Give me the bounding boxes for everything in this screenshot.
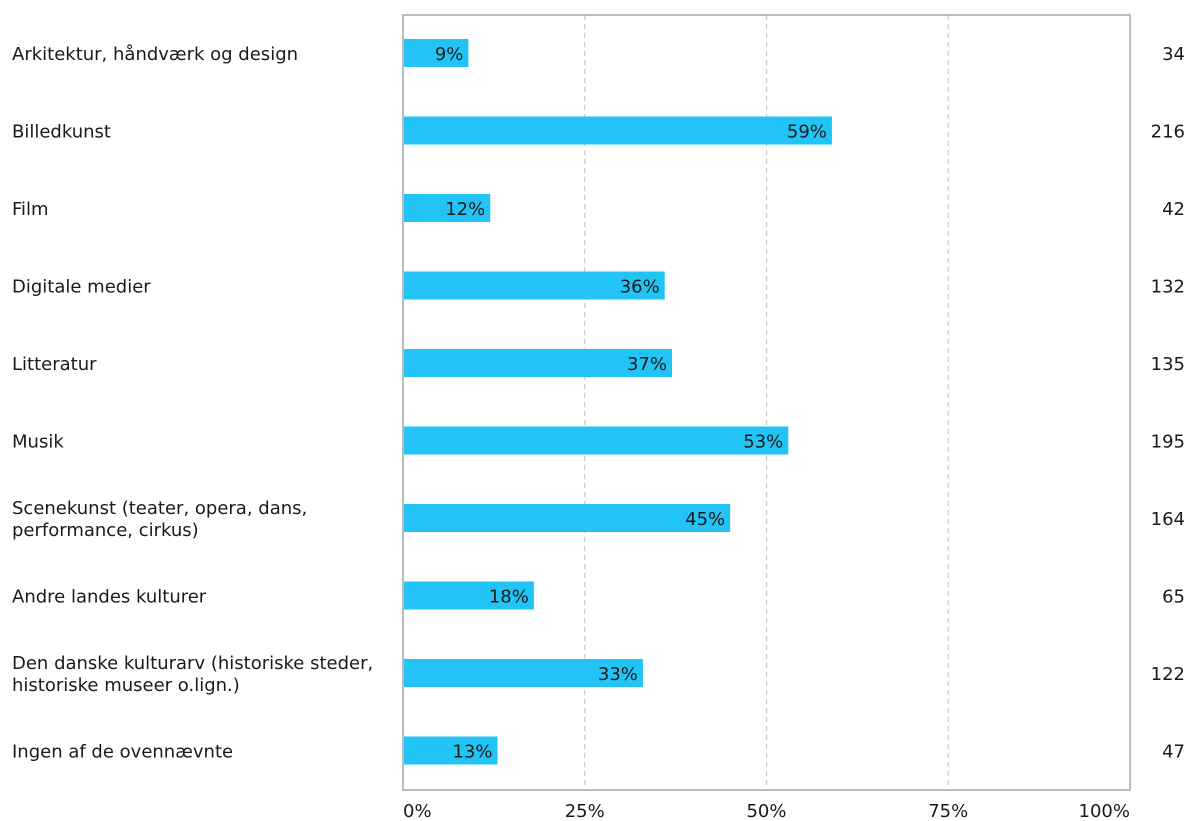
count-label-9: 47 — [1162, 742, 1185, 763]
category-label-line-8-0: Den danske kulturarv (historiske steder, — [12, 653, 373, 674]
x-tick-label-2: 50% — [746, 801, 786, 821]
x-tick-label-0: 0% — [403, 801, 432, 821]
category-label-3: Digitale medier — [12, 277, 151, 298]
count-label-1: 216 — [1151, 122, 1185, 143]
bar-1 — [404, 116, 832, 145]
count-label-5: 195 — [1151, 432, 1185, 453]
category-label-line-1-0: Billedkunst — [12, 122, 111, 143]
count-label-3: 132 — [1151, 277, 1185, 298]
bar-4 — [404, 349, 672, 377]
category-label-1: Billedkunst — [12, 122, 111, 143]
bar-value-label-5: 53% — [743, 432, 783, 453]
category-label-line-6-1: performance, cirkus) — [12, 520, 199, 541]
count-label-0: 34 — [1162, 44, 1185, 65]
bar-2 — [404, 194, 491, 222]
category-label-line-2-0: Film — [12, 199, 49, 220]
category-label-8: Den danske kulturarv (historiske steder,… — [12, 653, 373, 696]
bar-value-label-7: 18% — [489, 587, 529, 608]
x-tick-label-4: 100% — [1079, 801, 1130, 821]
category-label-0: Arkitektur, håndværk og design — [12, 44, 298, 65]
category-label-line-3-0: Digitale medier — [12, 277, 151, 298]
category-labels: Arkitektur, håndværk og design Billedkuns… — [12, 44, 373, 763]
count-label-6: 164 — [1151, 509, 1185, 530]
category-label-line-0-0: Arkitektur, håndværk og design — [12, 44, 298, 65]
category-label-4: Litteratur — [12, 354, 97, 375]
bar-value-label-4: 37% — [627, 354, 667, 375]
bar-0 — [404, 39, 469, 67]
count-labels: 34 216 42 132 135 195 164 65 122 47 — [1151, 44, 1185, 763]
bar-9 — [404, 736, 498, 765]
category-label-line-8-1: historiske museer o.lign.) — [12, 675, 240, 696]
bar-8 — [404, 659, 643, 687]
category-label-6: Scenekunst (teater, opera, dans, performa… — [12, 498, 307, 541]
bars: 9% 59% 12% 36% 37% 53% 45% 18% 33% 13% — [404, 39, 832, 765]
category-label-7: Andre landes kulturer — [12, 587, 207, 608]
bar-value-label-0: 9% — [435, 44, 464, 65]
category-label-line-4-0: Litteratur — [12, 354, 97, 375]
category-label-line-9-0: Ingen af de ovennævnte — [12, 742, 233, 763]
category-label-line-5-0: Musik — [12, 432, 64, 453]
bar-value-label-6: 45% — [685, 509, 725, 530]
bar-value-label-9: 13% — [452, 742, 492, 763]
bar-value-label-1: 59% — [787, 122, 827, 143]
bar-value-label-2: 12% — [445, 199, 485, 220]
x-tick-label-3: 75% — [928, 801, 968, 821]
bar-3 — [404, 271, 665, 300]
bar-value-label-8: 33% — [598, 664, 638, 685]
plot-frame — [402, 14, 1131, 791]
category-label-2: Film — [12, 199, 49, 220]
category-label-9: Ingen af de ovennævnte — [12, 742, 233, 763]
x-tick-label-1: 25% — [565, 801, 605, 821]
category-label-line-7-0: Andre landes kulturer — [12, 587, 207, 608]
category-label-line-6-0: Scenekunst (teater, opera, dans, — [12, 498, 307, 519]
category-label-5: Musik — [12, 432, 64, 453]
count-label-2: 42 — [1162, 199, 1185, 220]
bar-5 — [404, 426, 789, 455]
bar-value-label-3: 36% — [620, 277, 660, 298]
bar-6 — [404, 504, 731, 532]
count-label-4: 135 — [1151, 354, 1185, 375]
bar-7 — [404, 581, 534, 610]
x-axis-ticks: 0% 25% 50% 75% 100% — [403, 801, 1130, 821]
count-label-8: 122 — [1151, 664, 1185, 685]
count-label-7: 65 — [1162, 587, 1185, 608]
